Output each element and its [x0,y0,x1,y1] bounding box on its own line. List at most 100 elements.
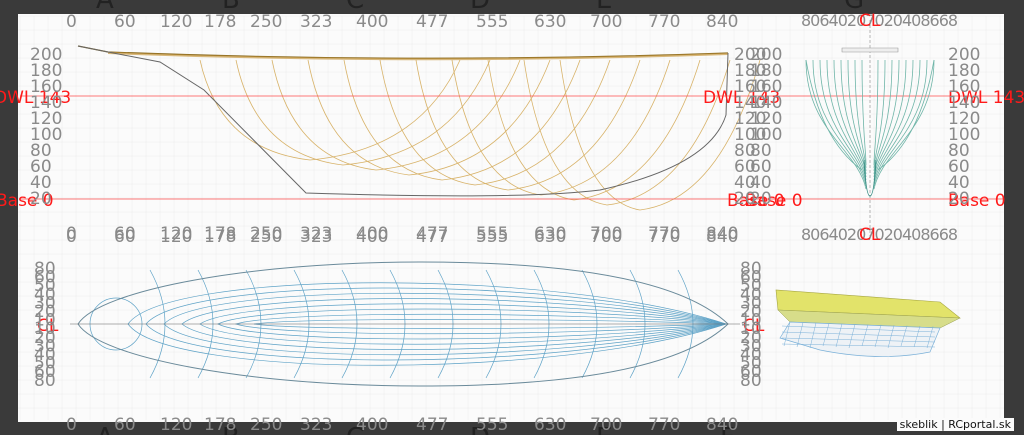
body-section-curve [861,59,867,166]
vertical-tick-label: 140 [734,93,766,113]
mesh-line [809,322,817,349]
vertical-tick-label: 160 [750,77,782,97]
vertical-tick-label: 120 [734,109,766,129]
station-tick-label: 0 [66,224,77,244]
vertical-tick-label: 120 [750,109,782,129]
base-label: Base 0 [727,191,785,211]
body-section-curve [873,59,914,181]
profile-hull-outline [77,45,729,197]
vertical-tick-label: 50 [740,354,762,374]
station-tick-label: 60 [114,12,136,32]
dwl-label: DWL 143 [948,88,1024,108]
station-tick-label: 120 [160,415,192,435]
vertical-tick-label: 160 [734,77,766,97]
vertical-tick-label: 60 [34,362,56,382]
dwl-label: DWL 143 [703,88,780,108]
vertical-tick-label: 60 [740,268,762,288]
station-tick-label: 400 [356,224,388,244]
credit-text: skeblik | RCportal.sk [896,418,1014,431]
station-tick-label: 555 [476,227,508,247]
vertical-tick-label: 60 [34,268,56,288]
station-tick-label: 400 [356,12,388,32]
station-tick-label: 323 [300,227,332,247]
station-scale-middle: 0 60 120 178 250 323 400 477 555 630 700 770 840 [66,227,738,247]
mesh-line [796,322,804,348]
vertical-tick-label: 200 [734,45,766,65]
mesh-line [887,325,895,349]
body-plan-sections [805,59,935,190]
station-tick-label: 323 [300,415,332,435]
station-tick-label: 400 [356,227,388,247]
body-section-curve [873,59,907,178]
background-letters: A B C D E G A B C D E F [96,0,864,435]
vertical-tick-label: 20 [34,328,56,348]
mesh-line [861,324,869,347]
vertical-tick-label: 100 [948,125,980,145]
vertical-tick-label: 140 [948,93,980,113]
centerline-label: CL [37,316,59,336]
vertical-tick-label: 80 [734,141,756,161]
station-tick-label: 630 [534,227,566,247]
bg-letter: C [346,0,364,15]
vertical-tick-label: 160 [948,77,980,97]
station-tick-label: 770 [648,12,680,32]
station-tick-label: 178 [204,12,236,32]
profile-section-curve [235,59,491,166]
profile-section-curve [451,59,671,196]
vertical-tick-label: 40 [734,173,756,193]
station-scale-top: 0 60 120 178 250 323 400 477 555 630 700 770 840 [66,12,738,32]
vertical-tick-label: 120 [30,109,62,129]
vertical-tick-label: 30 [740,293,762,313]
vertical-tick-label: 50 [740,276,762,296]
vertical-tick-label: 80 [740,371,762,391]
profile-section-curve [343,59,581,181]
vertical-tick-label: 200 [30,45,62,65]
body-section-curve [873,59,921,184]
vertical-tick-label: 80 [34,259,56,279]
mesh-line [781,343,936,348]
vertical-tick-label: 100 [750,125,782,145]
hull-3d-mesh [781,321,936,349]
vertical-tick-label: 40 [740,285,762,305]
vertical-tick-label: 30 [740,336,762,356]
station-tick-label: 323 [300,224,332,244]
mesh-line [926,326,934,349]
station-tick-label: 120 [160,12,192,32]
vertical-tick-label: 40 [948,173,970,193]
vertical-tick-label: 180 [948,61,980,81]
vertical-tick-label: 160 [30,77,62,97]
bg-letter: F [720,423,735,435]
mesh-line [848,323,856,349]
station-tick-label: 120 [160,224,192,244]
vertical-tick-label: 60 [734,157,756,177]
profile-section-curve [379,59,611,186]
vertical-tick-label: 20 [948,189,970,209]
mesh-line [835,323,843,348]
station-tick-label: 250 [250,227,282,247]
body-section-curve [877,59,935,171]
station-tick-label: 840 [706,12,738,32]
station-tick-label: 555 [476,12,508,32]
station-tick-label: 323 [300,12,332,32]
station-tick-label: 840 [706,415,738,435]
station-tick-label: 770 [648,224,680,244]
profile-section-curve [559,59,761,211]
mesh-line [874,324,882,348]
vertical-tick-label: 40 [750,173,772,193]
vertical-tick-label: 10 [740,311,762,331]
bg-letter: C [346,423,364,435]
vertical-tick-label: 120 [948,109,980,129]
station-tick-label: 700 [590,415,622,435]
vertical-tick-label: 200 [948,45,980,65]
body-section-curve [873,59,893,172]
vertical-tick-label: 40 [740,345,762,365]
station-tick-label: 250 [250,415,282,435]
bg-letter: E [596,0,612,15]
body-plan-view: 80640207020408668 CL 80640207020408668 C… [801,11,959,245]
station-tick-label: 477 [416,12,448,32]
station-tick-label: 840 [706,224,738,244]
vertical-tick-label: 10 [740,319,762,339]
profile-section-curve [307,59,551,176]
vertical-tick-label: 180 [750,61,782,81]
